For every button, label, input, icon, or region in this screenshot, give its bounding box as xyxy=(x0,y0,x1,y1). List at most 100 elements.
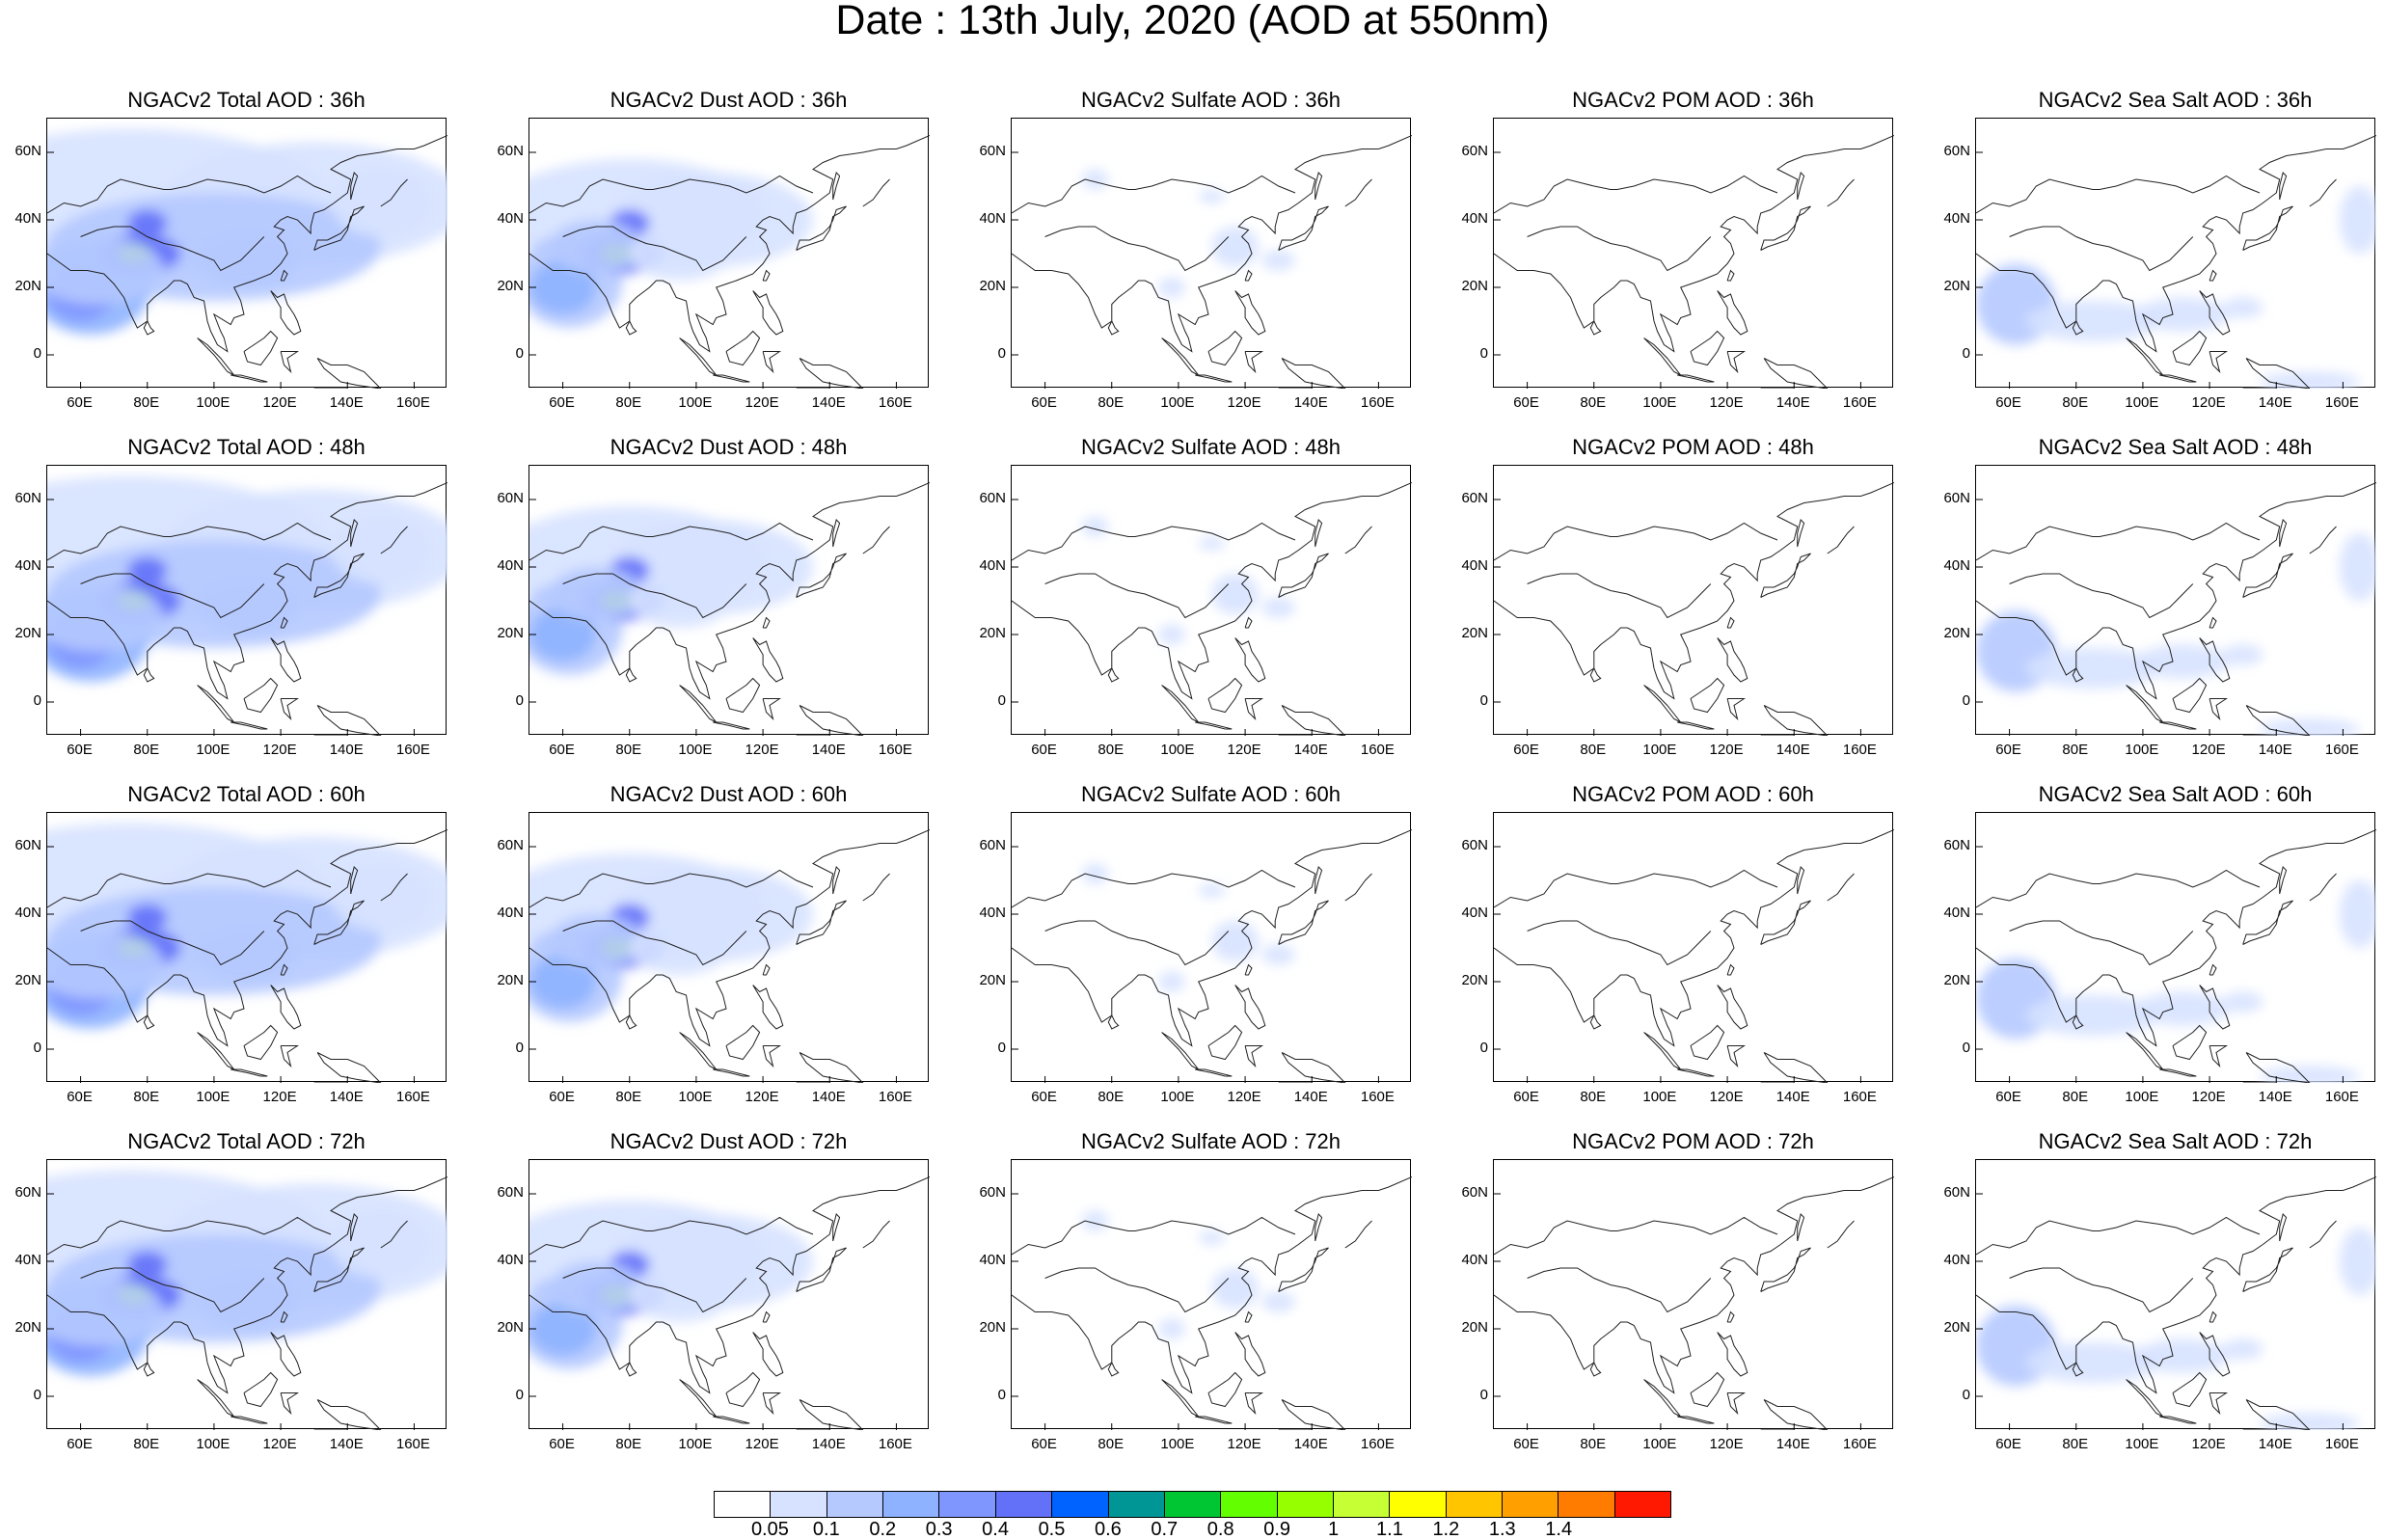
aod-blob xyxy=(197,1275,298,1329)
y-tick-label: 60N xyxy=(979,1184,1006,1201)
panel-title: NGACv2 Total AOD : 48h xyxy=(127,435,366,459)
y-tick-label: 60N xyxy=(979,490,1006,506)
aod-blob xyxy=(1158,277,1185,298)
coastline xyxy=(1726,269,1735,282)
coastline xyxy=(2309,1220,2337,1249)
coastline xyxy=(2245,1399,2311,1430)
coastline xyxy=(1207,1024,1243,1061)
colorbar-label: 0.1 xyxy=(812,1519,840,1540)
coastline xyxy=(2209,351,2229,374)
y-tick-label: 60N xyxy=(1943,143,1970,159)
coastline xyxy=(380,178,408,207)
colorbar-cell xyxy=(771,1492,827,1517)
x-tick-label: 100E xyxy=(2125,394,2159,411)
coastline xyxy=(270,637,302,683)
coastline xyxy=(270,1332,302,1377)
coastline xyxy=(1976,522,2261,561)
coastline xyxy=(1726,963,1735,976)
coastline xyxy=(197,338,235,376)
coastline xyxy=(270,985,302,1030)
coastline xyxy=(1976,175,2261,214)
coastline xyxy=(1044,920,1230,966)
x-tick-label: 100E xyxy=(678,1089,713,1105)
coastline xyxy=(1717,1332,1748,1377)
map-area xyxy=(1493,465,1894,736)
x-tick-label: 100E xyxy=(2125,1089,2159,1105)
aod-blob xyxy=(529,608,597,662)
coastline xyxy=(1314,1213,1323,1242)
panel-title: NGACv2 Dust AOD : 60h xyxy=(610,782,848,806)
coastline xyxy=(243,330,279,366)
coastline xyxy=(562,573,747,619)
panel-title: NGACv2 Sulfate AOD : 60h xyxy=(1080,782,1342,806)
coastline xyxy=(762,269,771,282)
coastline xyxy=(1044,226,1230,272)
coastline xyxy=(1494,1216,1778,1256)
coastline xyxy=(1161,1032,1200,1070)
map-area xyxy=(1011,1159,1412,1430)
y-tick-label: 0 xyxy=(997,692,1006,709)
coastline xyxy=(280,269,288,282)
x-tick-label: 80E xyxy=(2062,394,2089,411)
aod-blob xyxy=(529,955,597,1009)
x-tick-label: 80E xyxy=(615,394,642,411)
x-tick-label: 140E xyxy=(329,1089,364,1105)
x-tick-label: 80E xyxy=(133,1436,160,1452)
y-tick-label: 40N xyxy=(1461,557,1488,574)
coastline xyxy=(1234,1332,1266,1377)
coastline xyxy=(1690,1371,1725,1408)
coastline xyxy=(1344,873,1372,902)
x-tick-label: 120E xyxy=(262,394,297,411)
x-tick-label: 60E xyxy=(1031,394,1057,411)
y-tick-label: 20N xyxy=(1943,278,1970,294)
coastline xyxy=(2279,1213,2288,1242)
x-tick-label: 60E xyxy=(1031,1436,1057,1452)
aod-blob xyxy=(127,904,168,932)
map-panel: NGACv2 Dust AOD : 36h 60N 40N 20N 0 60E 80E 100… xyxy=(485,0,967,411)
x-tick-label: 80E xyxy=(133,742,160,758)
coastline xyxy=(1161,338,1200,376)
coastline xyxy=(799,1052,864,1083)
x-tick-label: 140E xyxy=(2258,742,2292,758)
y-tick-label: 60N xyxy=(1943,490,1970,506)
map-panel: NGACv2 Dust AOD : 60h 60N 40N 20N 0 60E 80E 100… xyxy=(485,694,967,1105)
coastline xyxy=(2126,685,2164,723)
coastline xyxy=(1760,1247,1811,1292)
map-panel: NGACv2 Sea Salt AOD : 72h 60N 40N 20N 0 60E 80… xyxy=(1932,1041,2385,1452)
x-tick-label: 160E xyxy=(2324,742,2359,758)
y-tick-label: 40N xyxy=(1943,210,1970,227)
y-tick-label: 40N xyxy=(497,1252,524,1268)
panel-title: NGACv2 Sea Salt AOD : 36h xyxy=(2038,88,2313,112)
map-panel: NGACv2 Total AOD : 60h 60N 40N 20N 0 60E 80E 10… xyxy=(3,694,485,1105)
colorbar-cell xyxy=(883,1492,940,1517)
coastline xyxy=(2009,573,2194,619)
colorbar-cell xyxy=(1503,1492,1559,1517)
map-area xyxy=(1493,118,1894,389)
x-tick-label: 140E xyxy=(1293,1089,1328,1105)
coastline xyxy=(529,175,814,214)
x-tick-label: 160E xyxy=(878,394,912,411)
x-tick-label: 80E xyxy=(1580,742,1607,758)
coastline xyxy=(752,985,784,1030)
coastline xyxy=(2172,1371,2208,1408)
y-tick-label: 20N xyxy=(1461,1319,1488,1336)
coastline xyxy=(1044,1267,1230,1313)
map-svg xyxy=(529,135,930,389)
aod-blob xyxy=(2025,301,2160,341)
coastline xyxy=(1643,685,1682,723)
coastline xyxy=(316,1399,382,1430)
colorbar-label: 1 xyxy=(1327,1519,1340,1540)
coastline xyxy=(230,721,268,730)
y-tick-label: 60N xyxy=(497,1184,524,1201)
coastline xyxy=(313,900,365,945)
colorbar-cell xyxy=(1221,1492,1278,1517)
y-tick-label: 60N xyxy=(14,143,41,159)
panel-title: NGACv2 Dust AOD : 36h xyxy=(610,88,848,112)
x-tick-label: 160E xyxy=(878,1436,912,1452)
panel-title: NGACv2 Dust AOD : 48h xyxy=(610,435,848,459)
colorbar-cell xyxy=(1558,1492,1615,1517)
aod-blob xyxy=(127,1251,168,1279)
map-panel: NGACv2 Sulfate AOD : 60h 60N 40N 20N 0 60E 80E… xyxy=(967,694,1450,1105)
coastline xyxy=(2172,330,2208,366)
coastline xyxy=(1690,330,1725,366)
